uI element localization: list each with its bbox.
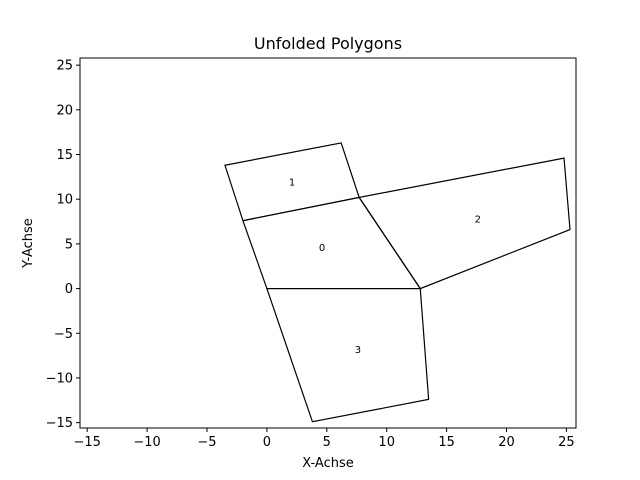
y-tick-label: 5 <box>65 237 73 252</box>
x-tick-label: 20 <box>498 435 515 450</box>
x-axis-label: X-Achse <box>302 456 354 471</box>
x-tick-label: 5 <box>323 435 331 450</box>
polygon-0 <box>242 196 422 290</box>
polygon-3 <box>266 287 430 423</box>
y-tick-label: −15 <box>46 416 73 431</box>
axes-frame <box>79 57 577 429</box>
y-tick-label: 25 <box>56 59 73 74</box>
y-tick-label: 20 <box>56 103 73 118</box>
y-axis-label: Y-Achse <box>21 218 36 269</box>
polygon-label-0: 0 <box>319 243 325 254</box>
polygons-layer <box>224 142 571 423</box>
x-tick-label: −5 <box>197 435 216 450</box>
x-tick-label: 0 <box>263 435 271 450</box>
y-tick-label: 0 <box>65 282 73 297</box>
polygon-2 <box>358 157 571 290</box>
x-tick-label: 10 <box>378 435 395 450</box>
polygon-label-1: 1 <box>289 178 295 189</box>
x-tick-label: 25 <box>558 435 575 450</box>
polygon-labels-layer: 0 1 2 3 <box>289 178 481 356</box>
x-axis-ticks: −15 −10 −5 0 5 10 15 20 25 <box>73 428 575 450</box>
y-axis-ticks: −15 −10 −5 0 5 10 15 20 25 <box>46 59 80 431</box>
x-tick-label: −15 <box>73 435 100 450</box>
y-tick-label: −10 <box>46 371 73 386</box>
polygon-label-3: 3 <box>355 345 361 356</box>
polygon-label-2: 2 <box>475 214 481 225</box>
chart-title: Unfolded Polygons <box>254 34 402 53</box>
y-tick-label: −5 <box>54 327 73 342</box>
y-tick-label: 10 <box>56 193 73 208</box>
polygon-1 <box>224 142 360 222</box>
x-tick-label: 15 <box>438 435 455 450</box>
y-tick-label: 15 <box>56 148 73 163</box>
x-tick-label: −10 <box>133 435 160 450</box>
